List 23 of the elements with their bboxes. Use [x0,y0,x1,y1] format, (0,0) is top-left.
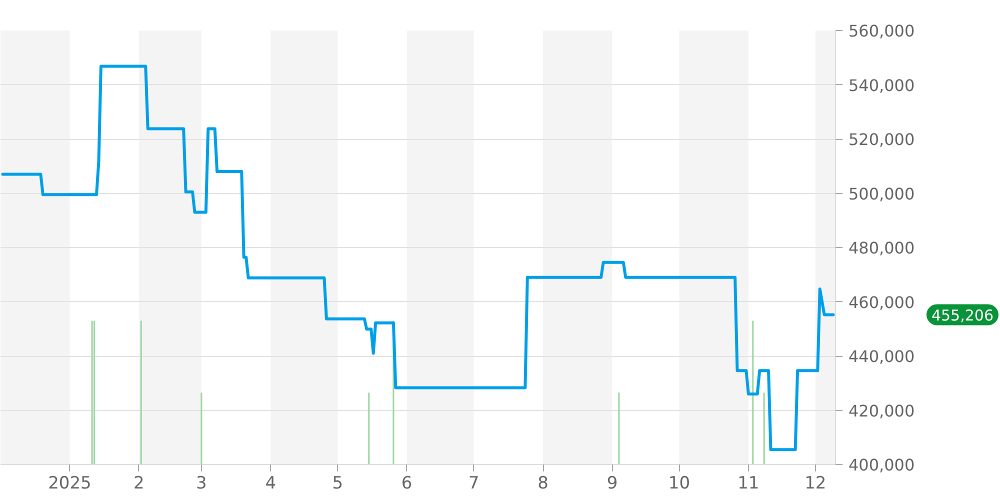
line-series [1,64,835,452]
x-tick-label: 3 [196,474,207,494]
x-tick-label: 5 [332,474,344,494]
y-tick-label: 540,000 [848,76,915,95]
x-tick-label: 6 [401,474,412,494]
y-tick-label: 560,000 [848,22,915,40]
x-tick-label: 7 [468,474,480,494]
y-tick-label: 420,000 [848,401,915,420]
x-tick-label: 2 [134,474,144,494]
x-tick-label: 9 [606,474,618,494]
y-tick-label: 440,000 [848,347,915,366]
x-tick-label: 12 [804,474,826,494]
x-tick-label: 2025 [48,474,92,494]
x-tick-label: 8 [538,474,548,494]
x-tick-label: 10 [668,474,690,494]
text: 455,206 [931,306,994,324]
y-tick-label: 520,000 [848,130,915,149]
y-tick-label: 400,000 [848,456,915,474]
y-tick-label: 460,000 [848,292,915,312]
y-tick-label: 480,000 [848,238,915,258]
y-tick-label: 500,000 [848,184,915,204]
x-tick-label: 4 [265,474,276,494]
x-tick-label: 11 [738,474,760,494]
